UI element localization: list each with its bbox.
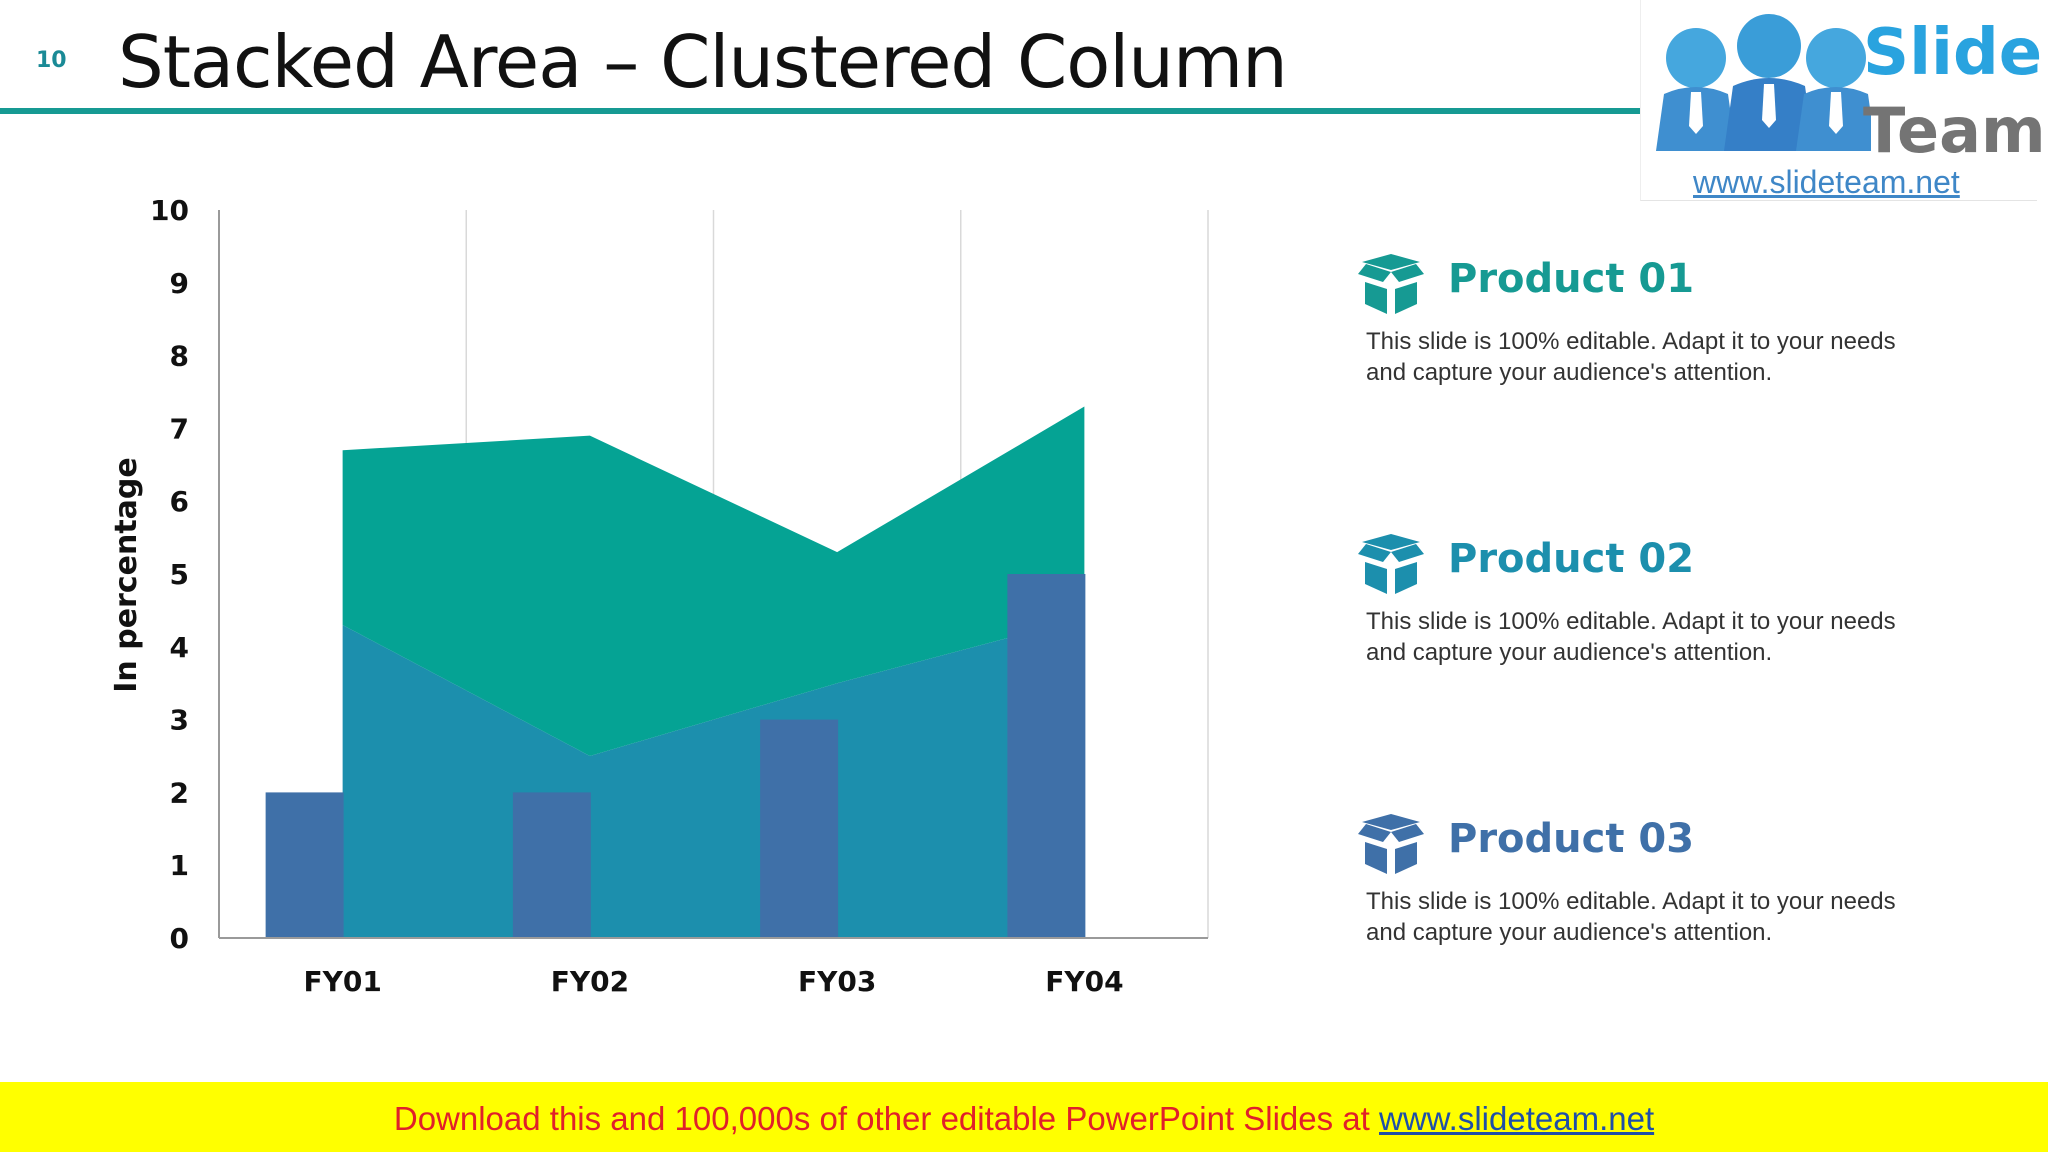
x-tick-label: FY01 — [303, 965, 381, 998]
page-number: 10 — [36, 48, 67, 73]
column-series — [265, 574, 1086, 938]
logo-team-word: Team — [1863, 94, 2046, 167]
box-icon — [1358, 534, 1424, 594]
legend-description-line2: and capture your audience's attention. — [1366, 919, 1773, 946]
page-title: Stacked Area – Clustered Column — [118, 20, 1288, 104]
column-bar — [1007, 574, 1086, 938]
y-tick-label: 7 — [170, 412, 189, 445]
legend-description-line1: This slide is 100% editable. Adapt it to… — [1366, 608, 1896, 635]
chart-axes — [218, 210, 1208, 939]
x-tick-labels: FY01 FY02 FY03 FY04 — [303, 965, 1123, 998]
y-tick-label: 8 — [170, 340, 189, 373]
y-tick-label: 10 — [150, 194, 189, 227]
slideteam-logo[interactable]: Slide Team www.slideteam.net — [1640, 0, 2046, 201]
column-bar — [265, 792, 344, 938]
y-tick-label: 9 — [170, 267, 189, 300]
legend-name-product-03: Product 03 — [1448, 816, 1695, 862]
legend-description-line1: This slide is 100% editable. Adapt it to… — [1366, 888, 1896, 915]
y-tick-label: 3 — [170, 704, 189, 737]
title-rule — [0, 108, 1640, 114]
legend-description: This slide is 100% editable. Adapt it to… — [1366, 886, 1986, 948]
legend-name-product-01: Product 01 — [1448, 256, 1695, 302]
area-product-01 — [342, 406, 1085, 756]
legend-description: This slide is 100% editable. Adapt it to… — [1366, 606, 1986, 668]
y-tick-label: 5 — [170, 558, 189, 591]
y-tick-label: 4 — [170, 631, 189, 664]
y-axis-label: In percentage — [109, 457, 144, 692]
legend-description-line2: and capture your audience's attention. — [1366, 359, 1773, 386]
y-tick-label: 2 — [170, 776, 189, 809]
legend-description: This slide is 100% editable. Adapt it to… — [1366, 326, 1986, 388]
legend-name-product-02: Product 02 — [1448, 536, 1695, 582]
banner-text: Download this and 100,000s of other edit… — [0, 1100, 2048, 1138]
y-tick-label: 0 — [170, 922, 189, 955]
column-bar — [512, 792, 591, 938]
y-tick-label: 6 — [170, 485, 189, 518]
x-tick-label: FY04 — [1045, 965, 1123, 998]
banner-link[interactable]: www.slideteam.net — [1379, 1100, 1655, 1137]
legend-description-line1: This slide is 100% editable. Adapt it to… — [1366, 328, 1896, 355]
logo-slide-word: Slide — [1863, 16, 2043, 90]
legend-description-line2: and capture your audience's attention. — [1366, 639, 1773, 666]
legend-product-03: Product 03 This slide is 100% editable. … — [1356, 812, 1996, 1012]
y-tick-labels: 0 1 2 3 4 5 6 7 8 9 10 — [150, 194, 189, 955]
x-tick-label: FY03 — [798, 965, 876, 998]
box-icon — [1358, 814, 1424, 874]
x-tick-label: FY02 — [551, 965, 629, 998]
legend-product-01: Product 01 This slide is 100% editable. … — [1356, 252, 1996, 452]
download-banner: Download this and 100,000s of other edit… — [0, 1082, 2048, 1152]
column-bar — [760, 719, 839, 938]
banner-message: Download this and 100,000s of other edit… — [393, 1100, 1379, 1137]
people-logo-icon — [1656, 14, 1871, 151]
logo-url-link[interactable]: www.slideteam.net — [1693, 164, 1960, 200]
box-icon — [1358, 254, 1424, 314]
legend-product-02: Product 02 This slide is 100% editable. … — [1356, 532, 1996, 732]
y-tick-label: 1 — [170, 849, 189, 882]
